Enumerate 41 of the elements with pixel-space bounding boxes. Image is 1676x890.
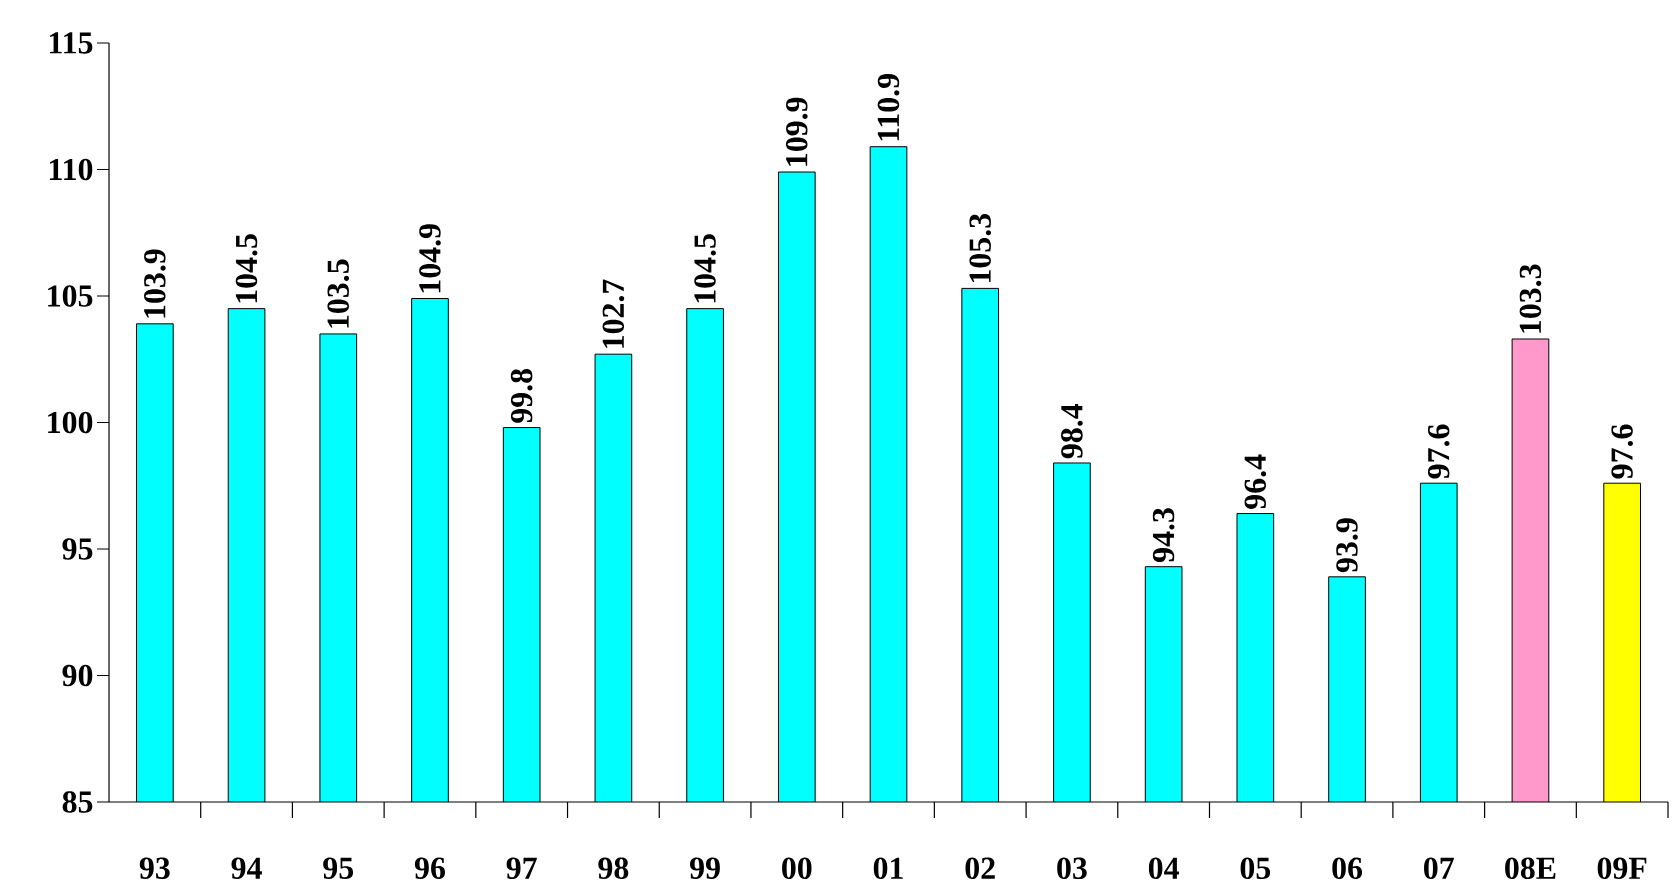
y-tick-label: 115	[49, 32, 93, 54]
data-label: 102.7	[602, 279, 625, 348]
x-tick-label: 05	[1240, 857, 1271, 880]
x-tick-label: 09F	[1597, 857, 1647, 880]
y-tick-label: 95	[62, 538, 93, 560]
data-label: 93.9	[1336, 518, 1358, 573]
y-tick-label: 105	[48, 285, 93, 307]
x-tick-label: 96	[414, 857, 445, 879]
data-label: 98.4	[1061, 403, 1083, 459]
data-label: 104.5	[235, 234, 258, 303]
x-tick-label: 95	[323, 857, 354, 879]
x-tick-label: 00	[782, 857, 812, 880]
x-tick-label: 99	[690, 857, 720, 879]
data-label: 97.6	[1611, 424, 1633, 479]
data-label: 103.3	[1519, 264, 1542, 333]
x-tick-label: 01	[873, 857, 903, 880]
data-label: 99.8	[510, 369, 533, 423]
data-label: 104.9	[419, 224, 441, 293]
x-tick-label: 98	[598, 857, 629, 880]
data-label: 104.5	[694, 234, 716, 303]
data-label: 96.4	[1244, 454, 1267, 509]
x-tick-label: 06	[1332, 857, 1363, 880]
y-tick-label: 110	[49, 158, 93, 181]
y-tick-label: 100	[48, 411, 93, 434]
x-tick-label: 94	[231, 857, 262, 879]
y-tick-label: 85	[62, 791, 93, 813]
x-tick-label: 07	[1424, 857, 1454, 880]
y-tick-label: 90	[62, 664, 93, 687]
x-tick-label: 04	[1148, 857, 1179, 880]
data-label: 109.9	[785, 97, 808, 166]
data-label: 97.6	[1427, 424, 1450, 479]
x-tick-label: 03	[1057, 857, 1087, 880]
x-tick-label: 93	[139, 857, 170, 879]
x-tick-label: 08E	[1505, 857, 1556, 880]
x-tick-label: 02	[965, 857, 995, 880]
data-label: 105.3	[969, 213, 992, 283]
data-label: 103.9	[144, 249, 166, 318]
data-label: 103.5	[327, 259, 350, 328]
data-label: 94.3	[1152, 508, 1175, 563]
x-tick-label: 97	[506, 857, 537, 879]
data-label: 110.9	[877, 74, 900, 141]
